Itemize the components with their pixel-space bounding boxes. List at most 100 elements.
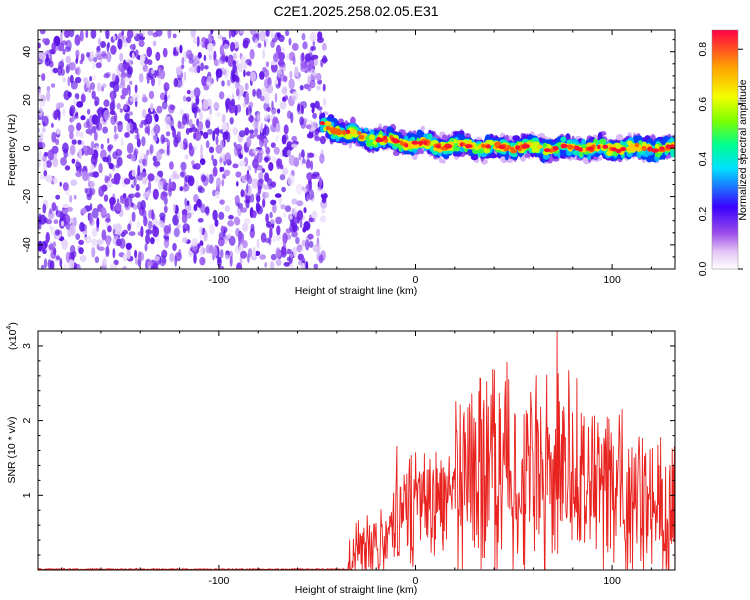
spectrogram-noise-cell	[138, 251, 142, 262]
spectrogram-noise-cell	[261, 191, 268, 199]
spectrogram-noise-cell	[182, 95, 187, 102]
spectrogram-noise-cell	[181, 214, 188, 224]
spectrogram-noise-cell	[94, 96, 100, 106]
spectrogram-band-cell	[358, 134, 365, 140]
spectrogram-band-cell	[344, 134, 352, 140]
spectrogram-noise-cell	[291, 91, 299, 102]
spectrogram-band-cell	[587, 146, 594, 151]
spectrogram-noise-cell	[167, 30, 172, 39]
spectrogram-noise-cell	[98, 37, 101, 47]
spectrogram-noise-cell	[309, 79, 316, 89]
spectrogram-noise-cell	[63, 148, 68, 159]
spectrogram-band-cell	[321, 112, 325, 119]
spectrogram-noise-cell	[134, 49, 139, 59]
spectrogram-noise-cell	[316, 228, 321, 237]
spectrogram-noise-cell	[69, 74, 74, 84]
spectrogram-noise-cell	[293, 246, 297, 258]
spectrogram-noise-cell	[46, 90, 51, 102]
spectrogram-noise-cell	[289, 70, 293, 80]
spectrogram-noise-cell	[75, 233, 81, 241]
spectrogram-noise-cell	[311, 45, 317, 51]
spectrogram-band-cell	[615, 148, 622, 154]
spectrogram-noise-cell	[310, 125, 316, 132]
spectrogram-noise-cell	[41, 115, 49, 127]
spectrogram-noise-cell	[110, 90, 114, 102]
spectrogram-noise-cell	[124, 113, 130, 122]
spectrogram-noise-cell	[165, 131, 171, 137]
spectrogram-noise-cell	[43, 169, 48, 177]
spectrogram-noise-cell	[315, 72, 322, 81]
spectrogram-noise-cell	[52, 241, 57, 248]
spectrogram-noise-cell	[273, 146, 280, 155]
colorbar-tick-label: 0.2	[697, 207, 709, 222]
spectrogram-noise-cell	[167, 94, 171, 100]
spectrogram-noise-cell	[147, 261, 154, 267]
spectrogram-noise-cell	[233, 142, 237, 148]
spectrogram-noise-cell	[186, 89, 191, 95]
spectrogram-noise-cell	[289, 222, 296, 233]
spectrogram-band-cell	[635, 147, 642, 152]
spectrogram-noise-cell	[269, 261, 275, 269]
spectrogram-noise-cell	[81, 140, 85, 146]
spectrogram-noise-cell	[117, 38, 123, 50]
spectrogram-noise-cell	[172, 50, 179, 57]
spectrogram-noise-cell	[282, 167, 289, 176]
spectrogram-noise-cell	[295, 236, 300, 245]
spectrogram-band-cell	[368, 134, 375, 141]
spectrogram-noise-cell	[199, 231, 203, 241]
spectrogram-noise-cell	[278, 196, 283, 205]
spectrogram-noise-cell	[56, 128, 61, 135]
spectrogram-noise-cell	[55, 255, 61, 261]
spectrogram-noise-cell	[188, 58, 194, 64]
spectrogram-y-tick-label: 0	[21, 145, 33, 151]
spectrogram-noise-cell	[234, 216, 240, 226]
spectrogram-noise-cell	[285, 30, 290, 37]
spectrogram-noise-cell	[58, 60, 64, 70]
spectrogram-noise-cell	[200, 41, 203, 46]
spectrogram-noise-cell	[229, 255, 233, 267]
spectrogram-noise-cell	[106, 180, 113, 189]
spectrogram-noise-cell	[59, 257, 63, 268]
spectrogram-noise-cell	[228, 235, 236, 246]
spectrogram-noise-cell	[123, 178, 131, 185]
spectrogram-noise-cell	[120, 67, 126, 75]
spectrogram-noise-cell	[51, 202, 57, 212]
spectrogram-noise-cell	[64, 30, 71, 38]
spectrogram-noise-cell	[133, 204, 138, 211]
spectrogram-noise-cell	[300, 156, 304, 167]
spectrogram-band-cell	[349, 128, 357, 135]
spectrogram-noise-cell	[90, 141, 95, 150]
spectrogram-noise-cell	[159, 92, 166, 101]
spectrogram-noise-cell	[319, 176, 322, 187]
spectrogram-noise-cell	[83, 121, 90, 129]
spectrogram-noise-cell	[311, 54, 319, 60]
spectrogram-noise-cell	[270, 253, 277, 261]
spectrogram-noise-cell	[291, 135, 298, 142]
spectrogram-noise-cell	[197, 185, 203, 193]
spectrogram-noise-cell	[94, 256, 100, 264]
spectrogram-noise-cell	[128, 111, 133, 116]
spectrogram-noise-cell	[103, 194, 109, 202]
spectrogram-noise-cell	[308, 179, 313, 191]
spectrogram-noise-cell	[217, 35, 224, 40]
spectrogram-noise-cell	[254, 126, 258, 138]
spectrogram-noise-cell	[271, 100, 274, 111]
spectrogram-noise-cell	[85, 30, 89, 39]
spectrogram-noise-cell	[184, 197, 188, 207]
spectrogram-noise-cell	[152, 224, 156, 230]
spectrogram-noise-cell	[272, 203, 277, 214]
spectrogram-noise-cell	[135, 184, 140, 192]
spectrogram-noise-cell	[198, 203, 203, 209]
spectrogram-noise-cell	[140, 200, 146, 211]
spectrogram-band-cell	[611, 147, 617, 152]
spectrogram-noise-cell	[95, 50, 102, 60]
spectrogram-noise-cell	[215, 135, 219, 146]
spectrogram-noise-cell	[264, 113, 271, 120]
spectrogram-noise-cell	[247, 248, 253, 258]
spectrogram-noise-cell	[207, 128, 213, 135]
spectrogram-noise-cell	[217, 237, 225, 247]
spectrogram-noise-cell	[49, 208, 53, 215]
spectrogram-noise-cell	[46, 85, 51, 92]
spectrogram-noise-cell	[184, 175, 192, 183]
spectrogram-noise-cell	[302, 41, 308, 50]
